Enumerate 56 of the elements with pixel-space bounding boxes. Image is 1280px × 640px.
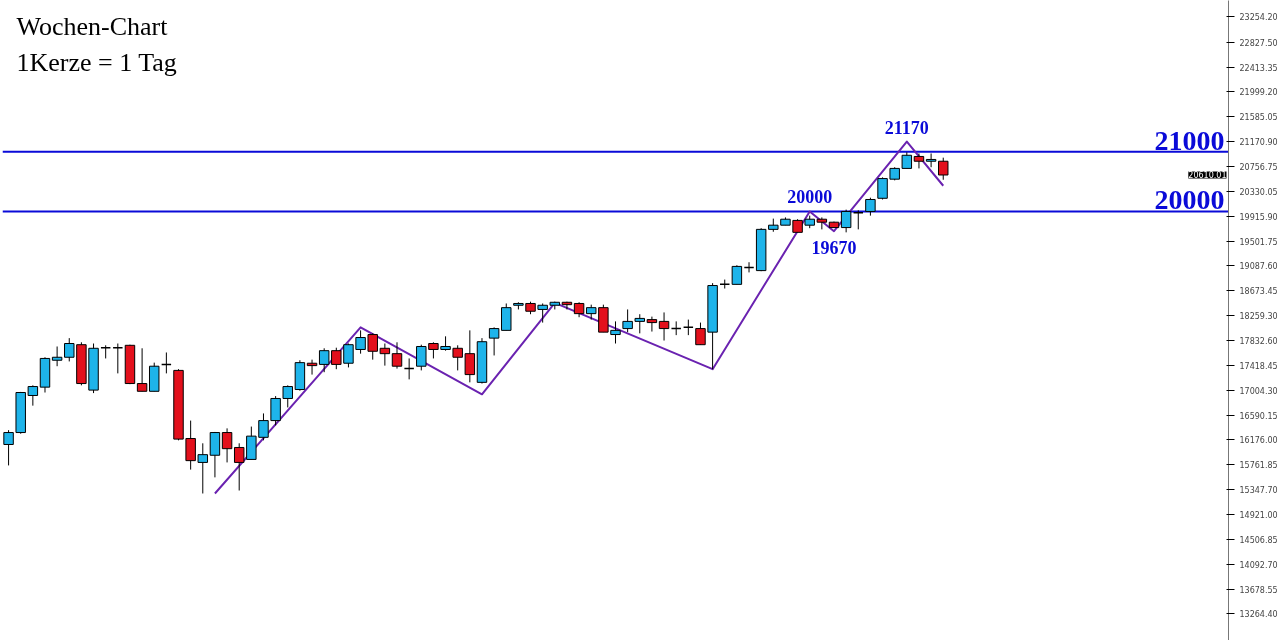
candlestick	[670, 320, 682, 336]
y-tick-label: 13678.55	[1239, 585, 1278, 595]
y-tick-label: 19087.60	[1239, 262, 1278, 272]
y-tick-label: 14506.85	[1239, 536, 1278, 546]
candlestick	[852, 209, 864, 230]
candlestick	[913, 152, 925, 169]
y-tick-label: 18673.45	[1239, 287, 1278, 297]
y-tick-label: 14921.00	[1239, 511, 1278, 521]
candlestick	[634, 313, 646, 334]
y-tick-label: 19915.90	[1239, 212, 1278, 222]
y-tick-label: 19501.75	[1239, 237, 1278, 247]
candlestick	[743, 261, 755, 273]
annotation: 19670	[811, 238, 857, 259]
ref-line-label: 21000	[1154, 124, 1225, 156]
candlestick	[646, 316, 658, 333]
y-tick-label: 17418.45	[1239, 362, 1278, 372]
y-tick-label: 23254.20	[1239, 13, 1278, 23]
candlestick	[136, 347, 148, 392]
annotation: 20000	[787, 187, 833, 208]
text: 1Kerze = 1 Tag	[16, 47, 177, 77]
y-tick-label: 21585.05	[1239, 113, 1278, 123]
y-tick-label: 15347.70	[1239, 485, 1278, 495]
ref-line-label: 20000	[1154, 184, 1225, 216]
y-tick-label: 20330.05	[1239, 188, 1278, 198]
y-tick-label: 16176.00	[1239, 436, 1278, 446]
line-series	[213, 140, 945, 495]
y-tick-label: 13264.40	[1239, 610, 1278, 620]
y-tick-label: 22413.35	[1239, 63, 1278, 73]
chart-title: Wochen-Chart	[16, 11, 169, 41]
y-tick-label: 15761.85	[1239, 461, 1278, 471]
candlestick	[209, 431, 221, 478]
candlestick	[501, 302, 512, 331]
candlestick	[658, 311, 670, 342]
y-tick-label: 20756.75	[1239, 162, 1278, 172]
candlestick	[731, 264, 743, 285]
y-tick-label: 21170.90	[1239, 137, 1278, 147]
candlestick	[221, 427, 233, 463]
candlestick	[840, 209, 852, 233]
candlestick	[112, 343, 124, 374]
candlestick	[403, 357, 415, 380]
y-tick-label: 22827.50	[1239, 38, 1278, 48]
y-tick-label: 21999.20	[1239, 88, 1278, 98]
candlestick	[100, 344, 112, 359]
candlestick	[391, 341, 403, 370]
candlestick	[925, 152, 937, 168]
y-tick-label: 18259.30	[1239, 311, 1278, 321]
y-tick-label: 17004.30	[1239, 386, 1278, 396]
candlestick	[622, 308, 633, 333]
y-tick-label: 14092.70	[1239, 560, 1278, 570]
annotation: 21170	[884, 117, 929, 138]
annotation: 20610.01	[1188, 171, 1227, 181]
y-tick-label: 17832.60	[1239, 337, 1278, 347]
candlestick	[488, 326, 500, 356]
candlestick	[938, 157, 949, 181]
y-tick-label: 16590.15	[1239, 411, 1278, 421]
candlestick	[160, 351, 172, 374]
